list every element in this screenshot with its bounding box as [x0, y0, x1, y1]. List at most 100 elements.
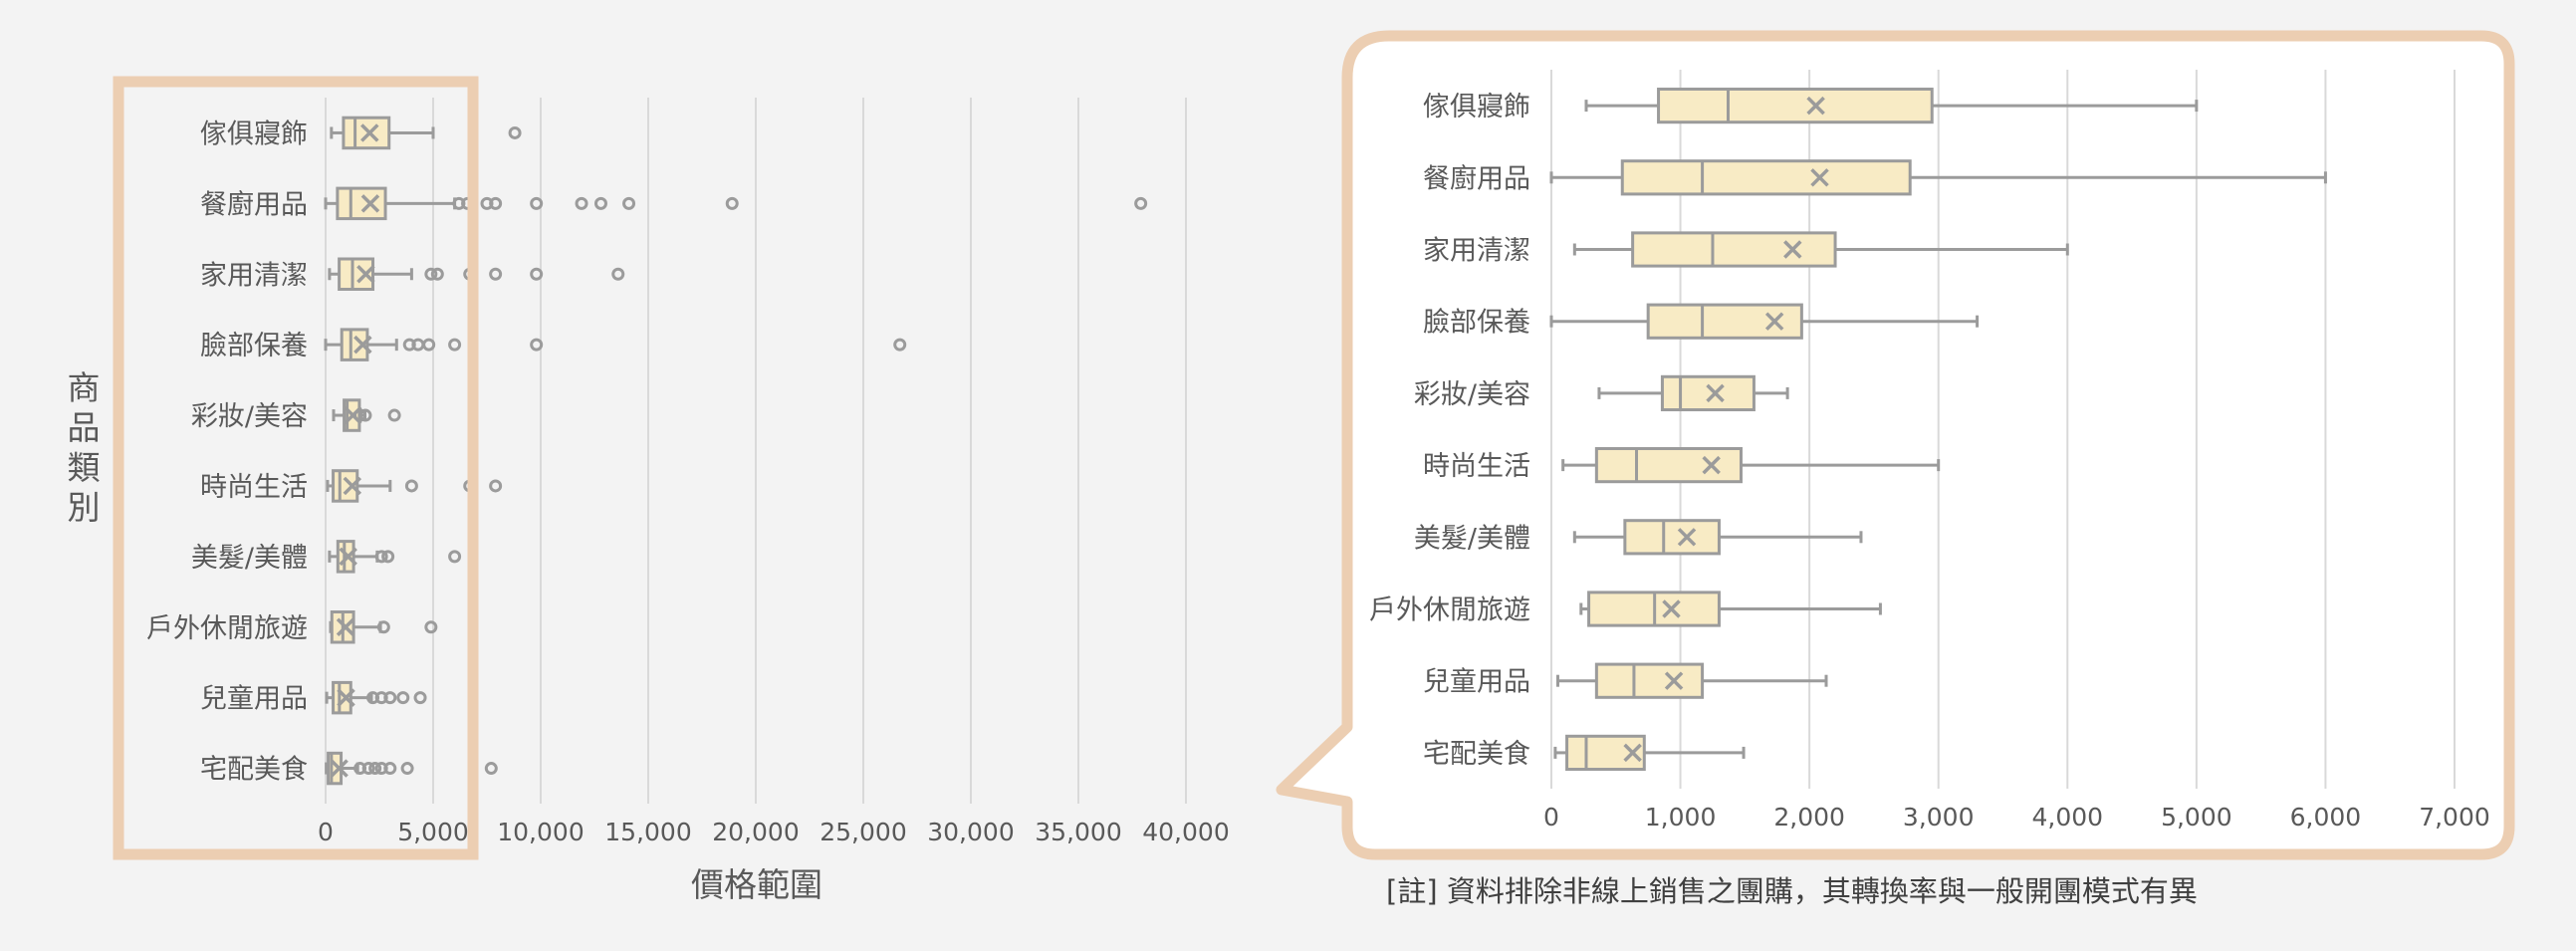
outlier-point: [448, 550, 462, 564]
box-4: [1597, 374, 1789, 412]
right-chart-plot: [1549, 87, 2327, 772]
mean-marker: [360, 123, 379, 142]
outlier-point: [484, 762, 498, 776]
box-2: [1572, 231, 2069, 268]
highlight-frame: [113, 76, 479, 860]
category-label: 兒童用品: [1423, 667, 1530, 698]
box-0: [1584, 87, 2199, 124]
x-tick-label: 5,000: [2161, 803, 2232, 832]
outlier-point: [383, 762, 397, 776]
iqr-box: [1623, 519, 1721, 556]
box-2: [328, 257, 625, 291]
iqr-box: [1657, 87, 1934, 124]
outlier-point: [424, 620, 438, 634]
x-tick-label: 20,000: [712, 818, 799, 846]
mean-marker: [339, 547, 357, 567]
mean-marker: [1677, 528, 1697, 547]
right-chart-x-tick-labels: 0 1,000 2,000 3,000 4,000 5,000 6,000 7,000: [1543, 803, 2490, 832]
box-9: [1553, 734, 1746, 772]
iqr-box: [336, 186, 387, 221]
outlier-point: [489, 479, 503, 493]
mean-marker: [1664, 671, 1684, 690]
outlier-point: [361, 762, 375, 776]
box-6: [1572, 519, 1863, 556]
outlier-point: [448, 338, 462, 352]
category-label: 家用清潔: [1423, 236, 1530, 267]
x-tick-label: 1,000: [1645, 803, 1717, 832]
category-label: 時尚生活: [200, 472, 308, 503]
box-3: [1549, 303, 1980, 340]
x-tick-label: 40,000: [1142, 818, 1229, 846]
mean-marker: [1810, 168, 1829, 187]
category-label: 臉部保養: [200, 331, 308, 361]
iqr-box: [1631, 231, 1837, 268]
box-0: [330, 116, 522, 150]
x-tick-label: 35,000: [1035, 818, 1121, 846]
outlier-point: [622, 196, 636, 210]
outlier-point: [489, 196, 503, 210]
outlier-point: [358, 408, 372, 422]
category-label: 戶外休閒旅遊: [1369, 595, 1530, 626]
outlier-point: [430, 267, 444, 281]
outlier-point: [893, 338, 907, 352]
mean-marker: [1706, 383, 1725, 403]
box-8: [325, 680, 427, 715]
outlier-point: [725, 196, 739, 210]
outlier-point: [575, 196, 588, 210]
iqr-box: [342, 116, 391, 150]
x-tick-label: 7,000: [2419, 803, 2490, 832]
outlier-point: [611, 267, 625, 281]
category-label: 兒童用品: [200, 684, 308, 715]
category-label: 臉部保養: [1423, 308, 1530, 339]
outlier-point: [353, 408, 367, 422]
mean-marker: [330, 759, 349, 778]
box-1: [324, 186, 1148, 221]
outlier-point: [424, 267, 438, 281]
iqr-box: [1620, 159, 1912, 196]
x-axis-title: 價格範圍: [691, 865, 822, 904]
outlier-point: [530, 338, 544, 352]
x-tick-label: 25,000: [820, 818, 906, 846]
x-tick-label: 3,000: [1903, 803, 1975, 832]
category-label: 餐廚用品: [1423, 163, 1530, 194]
outlier-point: [530, 267, 544, 281]
x-tick-label: 15,000: [604, 818, 691, 846]
category-label: 宅配美食: [200, 755, 308, 786]
left-chart-category-labels: 傢俱寢飾餐廚用品家用清潔臉部保養彩妝/美容時尚生活美髮/美體戶外休閒旅遊兒童用品…: [146, 119, 308, 785]
box-8: [1555, 662, 1828, 699]
x-tick-label: 5,000: [397, 818, 469, 846]
left-chart-gridlines: [325, 98, 1187, 804]
box-6: [328, 540, 462, 574]
outlier-point: [411, 338, 425, 352]
box-5: [1561, 446, 1941, 484]
mean-marker: [1783, 240, 1802, 259]
iqr-box: [332, 680, 352, 715]
box-7: [1579, 591, 1882, 627]
outlier-point: [368, 762, 382, 776]
outlier-point: [381, 550, 395, 564]
outlier-point: [387, 408, 401, 422]
category-label: 美髮/美體: [191, 543, 308, 574]
category-label: 宅配美食: [1423, 739, 1530, 770]
box-9: [325, 751, 498, 786]
outlier-point: [404, 479, 418, 493]
right-chart-category-labels: 傢俱寢飾餐廚用品家用清潔臉部保養彩妝/美容時尚生活美髮/美體戶外休閒旅遊兒童用品…: [1369, 92, 1530, 770]
mean-marker: [1764, 312, 1784, 331]
mean-marker: [1806, 96, 1825, 116]
category-label: 傢俱寢飾: [200, 119, 308, 149]
category-label: 時尚生活: [1423, 451, 1530, 482]
outlier-point: [413, 691, 427, 705]
x-tick-label: 10,000: [497, 818, 584, 846]
mean-marker: [1702, 455, 1721, 475]
category-label: 美髮/美體: [1414, 523, 1530, 554]
callout-bubble: [1276, 30, 2515, 860]
outlier-point: [489, 267, 503, 281]
outlier-point: [422, 338, 436, 352]
outlier-point: [374, 550, 388, 564]
iqr-box: [1646, 303, 1803, 340]
category-label: 戶外休閒旅遊: [146, 613, 308, 644]
mean-marker: [1662, 599, 1681, 618]
category-label: 餐廚用品: [200, 189, 308, 220]
